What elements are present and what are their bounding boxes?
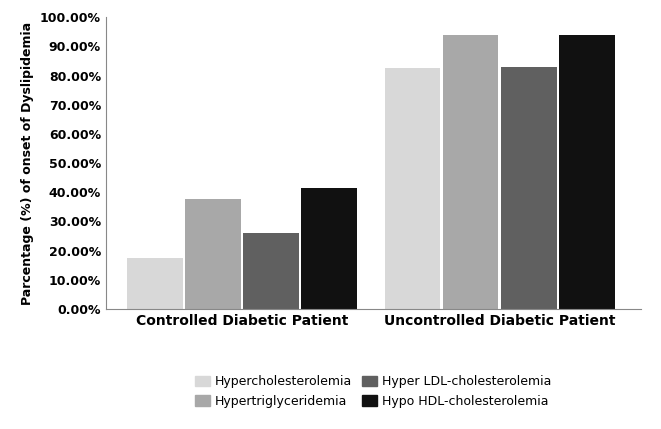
Legend: Hypercholesterolemia, Hypertriglyceridemia, Hyper LDL-cholesterolemia, Hypo HDL-: Hypercholesterolemia, Hypertriglyceridem…: [195, 375, 552, 408]
Bar: [501, 67, 557, 309]
Bar: [301, 188, 357, 309]
Bar: [185, 199, 241, 309]
Bar: [243, 233, 299, 309]
Y-axis label: Parcentage (%) of onset of Dyslipidemia: Parcentage (%) of onset of Dyslipidemia: [21, 21, 34, 305]
Bar: [443, 35, 498, 309]
Bar: [559, 35, 615, 309]
Bar: [127, 258, 183, 309]
Bar: [385, 68, 440, 309]
